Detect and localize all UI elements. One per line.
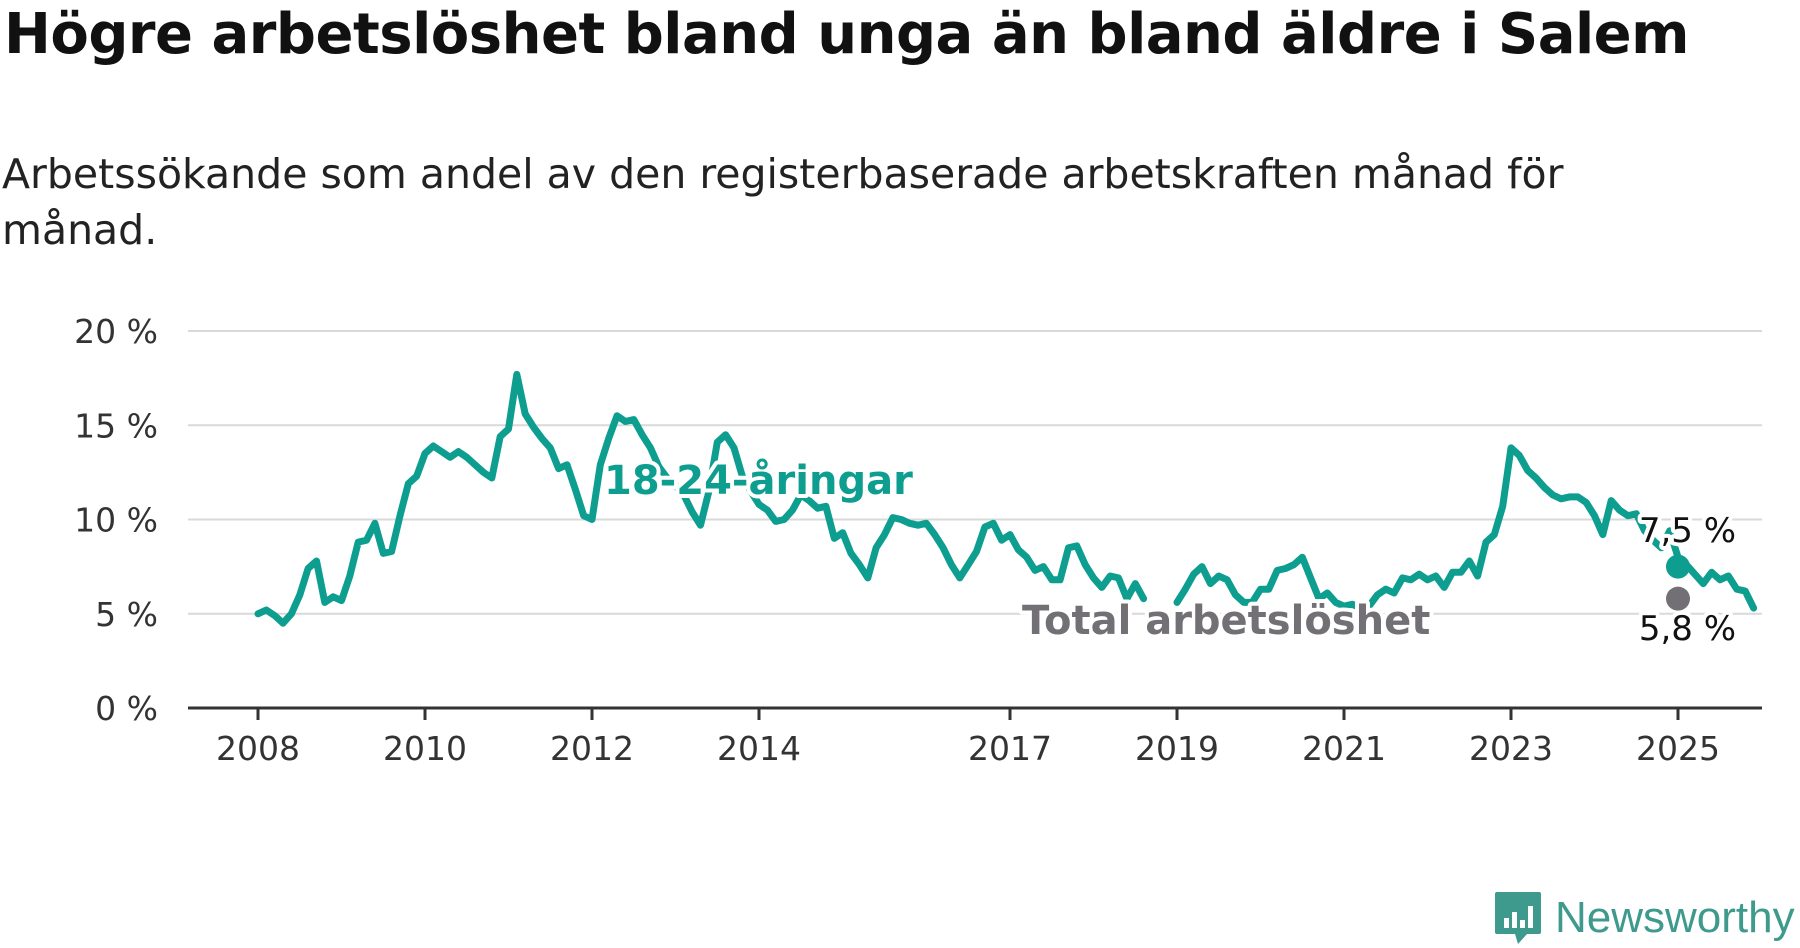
y-tick-label: 0 % — [95, 689, 158, 728]
x-tick-label: 2008 — [216, 729, 300, 768]
x-tick-label: 2019 — [1135, 729, 1219, 768]
end-value-label-18-24: 7,5 % — [1639, 511, 1736, 551]
series-line-18-24 — [1173, 444, 1758, 612]
y-tick-label: 10 % — [74, 501, 158, 540]
series-end-marker — [1666, 586, 1690, 611]
y-axis-ticks: 0 % 5 % 10 % 15 % 20 % — [74, 312, 158, 728]
x-tick-label: 2010 — [383, 729, 467, 768]
y-tick-label: 20 % — [74, 312, 158, 351]
x-tick-label: 2025 — [1636, 729, 1720, 768]
series-labels: 18-24-åringar Total arbetslöshet 7,5 % 5,8 … — [600, 453, 1740, 653]
bar-chart-speech-bubble-icon — [1495, 892, 1541, 944]
series-lines — [254, 370, 1758, 627]
chart-subtitle: Arbetssökande som andel av den registerb… — [2, 150, 1564, 254]
x-tick-label: 2012 — [550, 729, 634, 768]
chart-title: Högre arbetslöshet bland unga än bland ä… — [4, 2, 1690, 67]
y-tick-label: 5 % — [95, 595, 158, 634]
x-tick-label: 2023 — [1469, 729, 1553, 768]
newsworthy-brand: Newsworthy — [1493, 888, 1795, 948]
y-tick-label: 15 % — [74, 406, 158, 445]
series-line-18-24 — [254, 370, 1148, 627]
x-tick-label: 2014 — [717, 729, 801, 768]
gridlines — [188, 330, 1762, 615]
x-axis-ticks: 2008 2010 2012 2014 2017 2019 2021 2023 2025 — [216, 708, 1720, 768]
end-value-label-total: 5,8 % — [1639, 609, 1736, 649]
series-label-18-24: 18-24-åringar — [604, 457, 913, 504]
x-tick-label: 2021 — [1302, 729, 1386, 768]
series-end-marker — [1666, 554, 1690, 579]
x-tick-label: 2017 — [968, 729, 1052, 768]
series-label-total: Total arbetslöshet — [1022, 598, 1430, 644]
brand-name: Newsworthy — [1555, 893, 1795, 942]
